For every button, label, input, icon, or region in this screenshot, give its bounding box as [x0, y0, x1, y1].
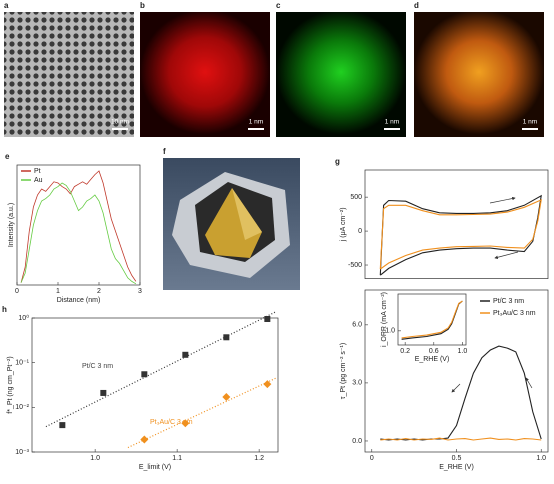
fit-line	[127, 377, 276, 449]
x-tick-label: 0.2	[400, 348, 410, 355]
y-tick-label: -500	[348, 262, 362, 269]
legend-label: Pt	[34, 168, 41, 175]
scale-label: 1 nm	[523, 119, 537, 126]
legend-label: Pt₃Au/C 3 nm	[493, 310, 536, 317]
y-tick-label: 10⁻³	[15, 449, 29, 456]
image-f	[163, 158, 300, 290]
fit-line	[45, 311, 276, 428]
series-line	[401, 300, 463, 339]
panel-label: b	[140, 1, 145, 10]
x-tick-label: 1	[56, 288, 60, 295]
axes-frame	[16, 164, 141, 286]
chart: h 1.0 1.1 1.2 10⁻³ 10⁻² 10⁻¹ 10⁰ E_limit (V) f*_P…	[2, 305, 279, 471]
data-point	[140, 435, 149, 444]
axes-frame	[364, 169, 549, 279]
y-tick-label: 0	[358, 228, 362, 235]
y-axis-label: Intensity (a.u.)	[8, 203, 15, 247]
panel-label: c	[276, 1, 281, 10]
image-b	[140, 12, 270, 137]
x-tick-label: 2	[97, 288, 101, 295]
sweep-arrow	[525, 377, 533, 389]
data-point	[263, 380, 272, 389]
series-line	[380, 437, 542, 441]
data-point	[182, 351, 189, 358]
x-tick-label: 1.2	[254, 455, 264, 462]
x-axis-label: E_limit (V)	[139, 464, 171, 471]
axes-frame	[31, 317, 279, 453]
x-axis-label: Distance (nm)	[57, 297, 101, 304]
charts: e 0 1 2 3 Distance (nm) Intensity (a.u.) Pt Au g -…	[2, 152, 549, 471]
data-point	[223, 334, 230, 341]
series-line	[20, 182, 137, 285]
y-axis-label: τ_Pt (pg cm⁻² s⁻¹)	[340, 343, 347, 399]
panel-label: f	[163, 147, 166, 156]
data-point	[141, 371, 148, 378]
series-line	[379, 194, 542, 276]
axes-frame	[397, 293, 467, 346]
y-tick-label: 6.0	[352, 322, 362, 329]
sweep-arrow	[494, 251, 519, 259]
scale-label: 1 nm	[249, 119, 263, 126]
image-a	[4, 12, 134, 137]
legend-label: Au	[34, 177, 43, 184]
data-point	[59, 422, 66, 429]
y-tick-label: 3.0	[352, 380, 362, 387]
y-tick-label: 10⁻¹	[15, 360, 29, 367]
chart: 0.2 0.6 1.0 −1.0 E_RHE (V) i_ORR (mA cm⁻²)	[381, 292, 468, 363]
scale-label: 10 nm	[111, 119, 129, 126]
series-line	[379, 198, 542, 270]
data-point	[181, 419, 190, 428]
x-tick-label: 0.5	[452, 455, 462, 462]
panel-label: a	[4, 1, 9, 10]
x-tick-label: 1.0	[90, 455, 100, 462]
x-tick-label: 0	[370, 455, 374, 462]
series-line	[20, 170, 137, 283]
image-d	[414, 12, 544, 137]
y-tick-label: −1.0	[381, 328, 395, 335]
sweep-arrow	[489, 196, 516, 204]
x-axis-label: E_RHE (V)	[439, 464, 474, 471]
data-point	[264, 315, 271, 322]
y-axis-label: j (μA cm⁻²)	[340, 207, 347, 242]
chart: 0 0.5 1.0 0.0 3.0 6.0 E_RHE (V) τ_Pt (pg cm⁻² s…	[340, 289, 549, 471]
series-label: Pt/C 3 nm	[82, 363, 113, 370]
series-label: Pt₃Au/C 3 nm	[150, 419, 193, 426]
chart: e 0 1 2 3 Distance (nm) Intensity (a.u.) Pt Au	[5, 152, 142, 304]
panel-label: e	[5, 152, 10, 161]
y-axis-label: f*_Pt (ng cm_Pt⁻²)	[7, 356, 14, 413]
panel-label: d	[414, 1, 419, 10]
y-tick-label: 10⁻²	[15, 404, 29, 411]
data-point	[222, 393, 231, 402]
y-tick-label: 500	[350, 194, 362, 201]
x-tick-label: 1.0	[536, 455, 546, 462]
image-c	[276, 12, 406, 137]
legend-label: Pt/C 3 nm	[493, 298, 524, 305]
x-tick-label: 0.6	[429, 348, 439, 355]
y-axis-label: i_ORR (mA cm⁻²)	[381, 292, 388, 347]
x-tick-label: 0	[15, 288, 19, 295]
series-line	[380, 345, 542, 441]
panel-label: g	[335, 157, 340, 166]
x-tick-label: 1.1	[172, 455, 182, 462]
scale-label: 1 nm	[385, 119, 399, 126]
sweep-arrow	[451, 383, 461, 393]
x-tick-label: 3	[138, 288, 142, 295]
panel-label: h	[2, 305, 7, 314]
y-tick-label: 0.0	[352, 438, 362, 445]
y-tick-label: 10⁰	[18, 314, 29, 322]
x-axis-label: E_RHE (V)	[415, 356, 450, 363]
panel-labels: a 10 nm b 1 nm c 1 nm d 1 nm f	[4, 1, 538, 156]
data-point	[100, 389, 107, 396]
x-tick-label: 1.0	[458, 348, 468, 355]
